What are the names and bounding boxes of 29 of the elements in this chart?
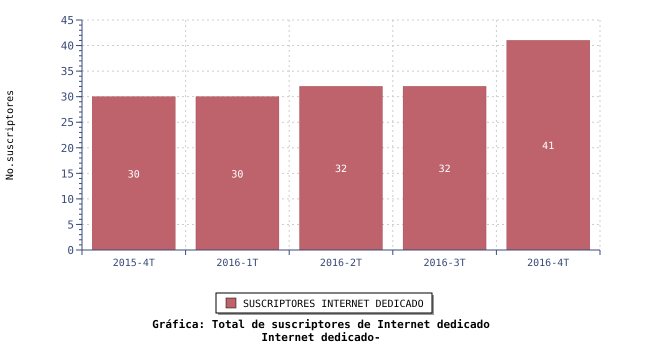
x-tick-label: 2016-2T — [320, 258, 362, 269]
bar — [402, 86, 486, 250]
data-label: 30 — [231, 169, 244, 180]
data-label: 30 — [128, 169, 140, 180]
bar — [506, 40, 590, 250]
y-tick-label: 20 — [60, 142, 74, 155]
bar — [299, 86, 383, 250]
y-tick-label: 30 — [60, 90, 74, 104]
y-tick-label: 15 — [60, 167, 74, 180]
y-tick-label: 45 — [60, 14, 74, 27]
text: Gráfica: Total de suscriptores de Internet dedicado — [152, 318, 490, 331]
x-tick-label: 2016-3T — [424, 258, 466, 269]
x-tick-label: 2016-4T — [527, 258, 570, 269]
y-tick-label: 5 — [67, 218, 74, 232]
y-axis-title: No.suscriptores — [5, 90, 16, 180]
x-tick-label: 2015-4T — [112, 258, 155, 269]
data-label: 32 — [334, 164, 348, 176]
text: Internet dedicado- — [261, 331, 381, 344]
data-label: 41 — [542, 141, 554, 152]
bar — [92, 96, 176, 250]
y-tick-label: 35 — [60, 65, 74, 78]
y-tick-label: 10 — [60, 192, 74, 206]
data-label: 32 — [438, 164, 451, 176]
bar — [196, 96, 280, 250]
y-tick-label: 25 — [60, 116, 74, 130]
text: SUSCRIPTORES INTERNET DEDICADO — [243, 299, 424, 310]
x-tick-label: 2016-1T — [216, 258, 258, 269]
y-tick-label: 0 — [67, 244, 74, 257]
y-tick-label: 40 — [60, 40, 74, 53]
